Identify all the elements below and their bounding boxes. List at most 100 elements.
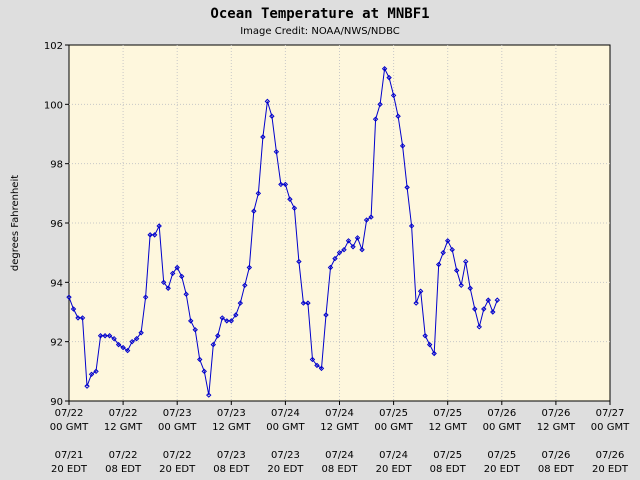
data-point [264,98,271,105]
data-point [359,246,365,253]
data-point [75,315,81,321]
data-point [481,306,487,312]
x-tick-label: 20 EDT [159,464,196,475]
x-tick-label: 12 GMT [320,422,359,433]
x-tick-label: 07/26 [541,408,570,419]
x-tick-label: 20 EDT [592,464,629,475]
data-point [332,255,338,262]
data-point [251,208,257,214]
y-tick-label: 90 [50,397,63,408]
data-point [142,294,149,300]
data-point [174,264,180,271]
data-point [449,246,455,253]
x-tick-label: 07/24 [325,408,354,419]
x-tick-label: 07/23 [271,450,300,461]
x-tick-label: 07/25 [379,408,408,419]
data-point [381,66,388,72]
data-point [305,300,311,306]
data-point [79,315,86,321]
data-point [291,205,298,211]
data-point [273,149,280,155]
data-point [296,258,302,265]
data-point [255,190,262,197]
data-point [228,318,235,324]
data-point [269,113,275,119]
data-point [138,330,144,336]
x-tick-label: 00 GMT [483,422,522,433]
x-tick-label: 07/24 [271,408,300,419]
data-point [169,270,176,277]
data-point [115,341,122,348]
data-point [120,344,126,351]
grid-layer [69,45,610,401]
data-point [377,101,383,108]
data-point [314,362,320,369]
y-tick-label: 92 [50,338,63,349]
data-point [440,249,446,256]
x-tick-label: 00 GMT [50,422,89,433]
x-tick-label: 07/27 [596,408,625,419]
x-axis: 07/22 00 GMT 07/21 20 EDT 07/22 12 GMT 07/22 08… [50,401,630,475]
data-point [246,264,253,271]
data-point [363,217,370,223]
x-tick-label: 07/26 [541,450,570,461]
data-point [345,238,352,244]
x-tick-label: 07/25 [433,408,462,419]
x-tick-label: 07/24 [379,450,408,461]
data-point [467,285,473,291]
data-point [97,333,104,339]
data-point [84,383,90,389]
data-point [129,338,135,345]
data-point [309,356,316,363]
x-tick-label: 07/23 [217,408,246,419]
data-point [102,333,108,339]
data-point [111,335,117,342]
x-tick-label: 20 EDT [376,464,413,475]
data-point [165,285,171,291]
data-point [435,261,442,268]
data-point [386,74,392,81]
x-tick-label: 07/26 [596,450,625,461]
x-tick-label: 07/22 [109,450,138,461]
data-point [106,333,113,339]
data-point [472,306,478,312]
x-tick-label: 12 GMT [212,422,251,433]
data-point [124,347,131,354]
y-axis-title: degrees Fahrenheit [10,175,21,271]
data-point [494,297,500,303]
data-point [350,244,356,250]
data-point [160,279,167,286]
data-point [476,324,482,330]
data-point [215,333,221,339]
data-point [372,116,379,122]
x-tick-label: 08 EDT [105,464,142,475]
y-tick-label: 94 [50,278,63,289]
data-point [237,300,244,306]
x-tick-label: 08 EDT [538,464,575,475]
x-tick-label: 07/22 [109,408,138,419]
data-point [454,267,460,274]
x-tick-label: 07/24 [325,450,354,461]
data-point [93,368,99,375]
data-point [151,232,158,238]
data-point [192,327,198,333]
x-tick-label: 08 EDT [430,464,467,475]
data-point [395,113,401,119]
data-point [426,341,433,348]
data-point [300,300,307,306]
x-tick-label: 00 GMT [158,422,197,433]
chart-title: Ocean Temperature at MNBF1 [210,6,429,22]
x-tick-label: 20 EDT [267,464,304,475]
y-tick-label: 102 [44,41,63,52]
data-point [287,196,293,202]
x-tick-label: 00 GMT [374,422,413,433]
x-tick-label: 12 GMT [104,422,143,433]
x-tick-label: 07/26 [487,408,516,419]
data-point [413,300,419,306]
data-point [390,92,397,99]
x-tick-label: 08 EDT [321,464,358,475]
x-tick-label: 12 GMT [537,422,576,433]
data-point [219,315,225,321]
data-point [444,238,451,244]
